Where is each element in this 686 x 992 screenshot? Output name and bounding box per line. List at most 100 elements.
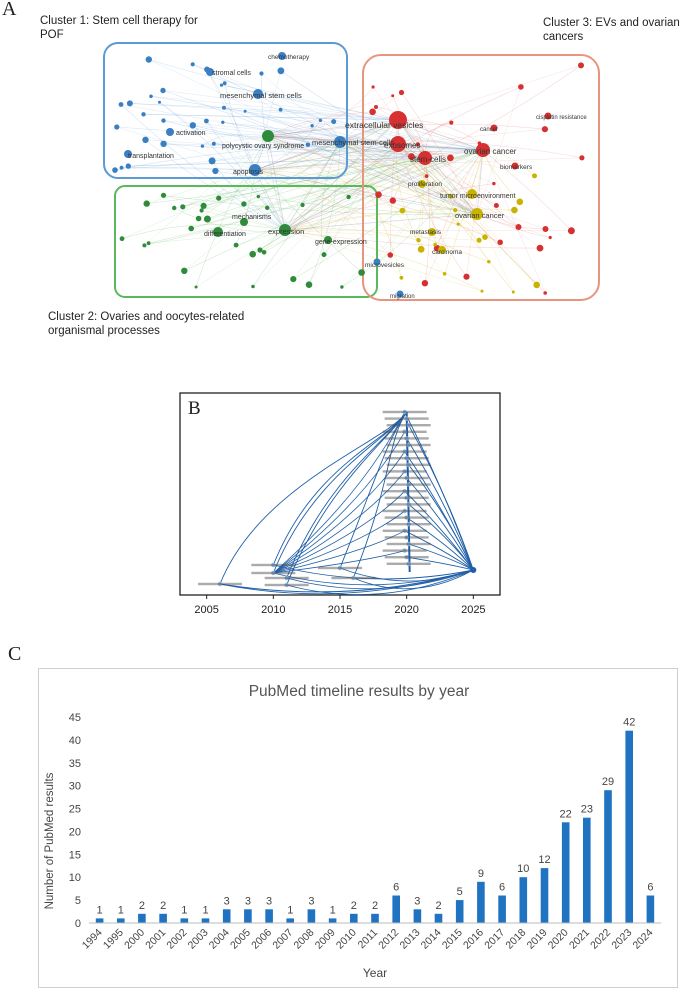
- citation-node: [402, 469, 407, 474]
- network-edge: [401, 92, 478, 215]
- network-node: [417, 245, 425, 253]
- network-edge: [267, 125, 313, 137]
- network-edge: [145, 139, 286, 231]
- network-edge: [163, 143, 426, 159]
- network-node: [200, 144, 205, 148]
- network-edge: [192, 125, 484, 152]
- network-edge: [254, 143, 399, 171]
- network-node: [497, 239, 504, 246]
- network-edge: [150, 96, 399, 121]
- x-tick-label: 1994: [80, 927, 105, 952]
- citation-node-label: [384, 556, 429, 559]
- bar: [95, 918, 104, 923]
- network-edge: [339, 119, 399, 143]
- network-edge: [424, 157, 430, 284]
- network-edge: [339, 141, 519, 228]
- network-edge: [390, 119, 399, 256]
- network-edge: [224, 83, 341, 143]
- x-axis-label: Year: [363, 966, 387, 980]
- network-edge: [223, 107, 478, 215]
- network-edge: [254, 135, 269, 171]
- citation-edge: [273, 490, 405, 574]
- svg-text:mechanisms: mechanisms: [232, 214, 272, 221]
- network-edge: [174, 157, 426, 209]
- network-edge: [320, 141, 341, 255]
- bar: [625, 730, 633, 923]
- citation-edge: [339, 411, 408, 569]
- network-edge: [121, 141, 341, 239]
- bar-value-label: 6: [647, 882, 653, 894]
- network-edge: [263, 141, 341, 253]
- network-edge: [476, 149, 484, 215]
- svg-text:activation: activation: [176, 130, 206, 137]
- network-edge: [121, 224, 286, 239]
- bar: [477, 881, 485, 923]
- network-edge: [267, 135, 286, 231]
- network-node: [221, 120, 225, 125]
- network-node: [261, 250, 267, 255]
- network-edge: [129, 103, 399, 121]
- svg-text:polycystic ovary syndrome: polycystic ovary syndrome: [222, 143, 304, 150]
- citation-node-label: [264, 576, 309, 580]
- network-edge: [254, 169, 286, 231]
- node-ovarian-cancer-yellow: ovarian cancer: [455, 208, 505, 220]
- bar: [561, 822, 570, 923]
- network-edge: [267, 86, 374, 137]
- bar-value-label: 1: [118, 904, 124, 916]
- citation-node: [402, 449, 407, 454]
- network-edge: [215, 170, 286, 231]
- network-edge: [397, 143, 497, 206]
- network-node: [480, 289, 484, 293]
- network-edge: [339, 140, 582, 159]
- network-node: [416, 238, 421, 243]
- network-edge: [267, 149, 484, 208]
- panel-a-letter: A: [2, 0, 17, 20]
- network-node: [492, 181, 496, 186]
- network-edge: [254, 70, 282, 171]
- y-axis-label: Number of PubMed results: [44, 772, 56, 909]
- citation-edge: [286, 411, 408, 586]
- network-node: [290, 276, 297, 283]
- network-edge: [252, 149, 484, 255]
- network-edge: [267, 135, 551, 238]
- citation-node-label: [382, 450, 427, 453]
- network-edge: [128, 157, 426, 167]
- bar: [180, 918, 189, 923]
- cluster-3-line-1: Cluster 3: EVs and ovarian: [543, 17, 680, 29]
- network-edge: [339, 141, 480, 241]
- network-edge: [424, 157, 541, 249]
- citation-edge: [219, 569, 474, 595]
- network-node: [399, 207, 406, 214]
- network-edge: [482, 149, 546, 294]
- network-node: [204, 118, 209, 124]
- network-node: [278, 107, 283, 112]
- citation-node-label: [251, 571, 296, 575]
- y-tick-label: 45: [69, 712, 81, 724]
- network-edge: [397, 143, 467, 277]
- network-edge: [195, 135, 269, 288]
- network-node: [172, 205, 177, 211]
- network-node: [456, 222, 460, 226]
- network-node: [511, 206, 518, 214]
- citation-edge: [406, 517, 474, 571]
- network-edge: [191, 157, 426, 229]
- network-node: [189, 122, 196, 129]
- network-node: [453, 208, 458, 213]
- network-edge: [244, 111, 399, 145]
- network-edge: [267, 135, 391, 256]
- network-labelled-nodes: extracellular vesicles exosomes stem-cel…: [124, 52, 587, 300]
- network-edge: [163, 195, 286, 231]
- y-tick-label: 10: [69, 872, 81, 884]
- network-edge: [397, 119, 497, 206]
- citation-node: [217, 581, 223, 587]
- citation-node: [404, 416, 409, 421]
- network-edge: [213, 135, 269, 144]
- network-node: [190, 62, 195, 67]
- citation-node-label: [384, 476, 429, 480]
- y-tick-label: 15: [69, 849, 81, 861]
- citation-node: [284, 582, 289, 588]
- network-node: [265, 205, 270, 210]
- citation-edge: [408, 464, 474, 571]
- network-edge: [252, 143, 399, 287]
- bar: [540, 868, 549, 923]
